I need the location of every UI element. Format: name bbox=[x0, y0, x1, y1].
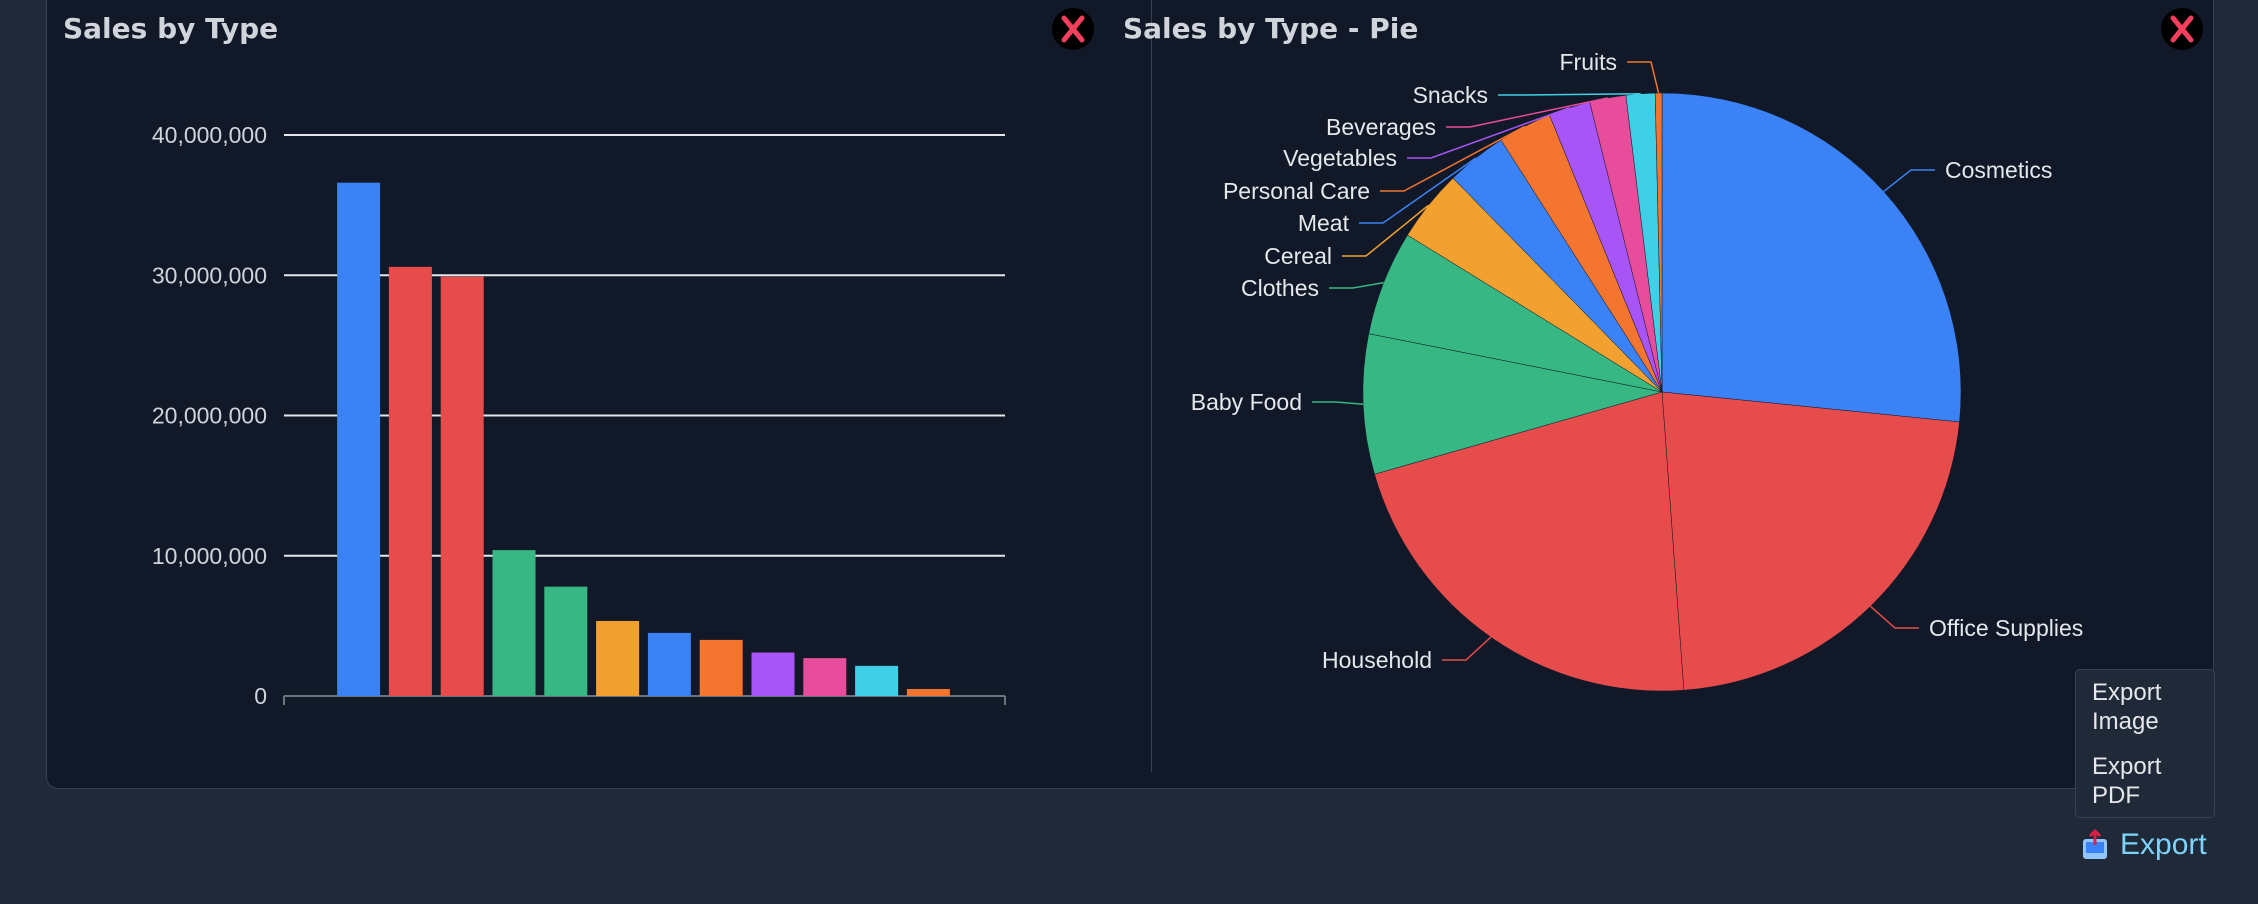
pie-label: Vegetables bbox=[1283, 145, 1397, 171]
pie-label: Beverages bbox=[1326, 114, 1436, 140]
bar bbox=[388, 266, 432, 696]
bar bbox=[596, 620, 640, 696]
y-tick-label: 0 bbox=[254, 683, 267, 709]
bar-chart-title: Sales by Type bbox=[63, 12, 279, 45]
pie-chart: Cosmetics Office Supplies Household Baby Fo… bbox=[1191, 49, 2083, 692]
bar-chart: 0 10,000,000 20,000,000 30,000,000 40,000,00… bbox=[152, 122, 1006, 709]
export-menu: Export Image Export PDF bbox=[2075, 669, 2215, 818]
pie-label-line bbox=[1312, 401, 1364, 406]
pie-label-line bbox=[1442, 636, 1492, 661]
pie-label: Cosmetics bbox=[1945, 157, 2052, 183]
pie-label: Snacks bbox=[1413, 82, 1488, 108]
panel-divider bbox=[1151, 0, 1152, 772]
close-x-icon bbox=[1061, 15, 1085, 43]
bar bbox=[440, 276, 484, 696]
y-tick-label: 10,000,000 bbox=[152, 543, 267, 569]
pie-slice bbox=[1661, 391, 1960, 691]
bar bbox=[647, 632, 691, 696]
bar-panel-close-button[interactable] bbox=[1052, 8, 1094, 50]
y-tick-label: 30,000,000 bbox=[152, 262, 267, 288]
pie-label-line bbox=[1446, 97, 1608, 128]
bar bbox=[906, 688, 950, 696]
pie-label-line bbox=[1883, 169, 1935, 193]
y-tick-label: 40,000,000 bbox=[152, 122, 267, 148]
pie-label-line bbox=[1342, 204, 1429, 257]
pie-label-line bbox=[1498, 93, 1641, 96]
pie-label-line bbox=[1870, 605, 1919, 629]
bar bbox=[544, 586, 588, 696]
pie-label-line bbox=[1627, 61, 1660, 94]
pie-label: Baby Food bbox=[1191, 389, 1302, 415]
pie-label-line bbox=[1359, 157, 1477, 224]
pie-label: Office Supplies bbox=[1929, 615, 2083, 641]
y-tick-label: 20,000,000 bbox=[152, 403, 267, 429]
bar bbox=[699, 639, 743, 696]
export-button-label: Export bbox=[2120, 828, 2207, 861]
bar bbox=[337, 182, 381, 696]
pie-label: Clothes bbox=[1241, 275, 1319, 301]
pie-label-line bbox=[1329, 281, 1384, 289]
bar bbox=[492, 550, 536, 696]
pie-slice bbox=[1362, 333, 1663, 475]
export-button[interactable]: Export bbox=[2080, 828, 2207, 862]
export-pdf-menu-item[interactable]: Export PDF bbox=[2092, 753, 2162, 809]
pie-label: Personal Care bbox=[1223, 178, 1370, 204]
export-image-menu-item[interactable]: Export Image bbox=[2092, 679, 2162, 735]
pie-label-line bbox=[1407, 107, 1570, 159]
pie-chart-title: Sales by Type - Pie bbox=[1123, 12, 1419, 45]
bar bbox=[751, 652, 795, 696]
close-x-icon bbox=[2170, 15, 2194, 43]
pie-slice bbox=[1661, 92, 1962, 423]
bar bbox=[855, 665, 899, 696]
pie-slice bbox=[1374, 391, 1685, 692]
pie-label: Cereal bbox=[1264, 243, 1332, 269]
export-tray-icon bbox=[2083, 829, 2107, 859]
pie-panel-close-button[interactable] bbox=[2161, 8, 2203, 50]
bar bbox=[803, 658, 847, 696]
pie-label: Household bbox=[1322, 647, 1432, 673]
pie-label-line bbox=[1380, 125, 1526, 192]
pie-label: Fruits bbox=[1560, 49, 1618, 75]
pie-label: Meat bbox=[1298, 210, 1350, 236]
